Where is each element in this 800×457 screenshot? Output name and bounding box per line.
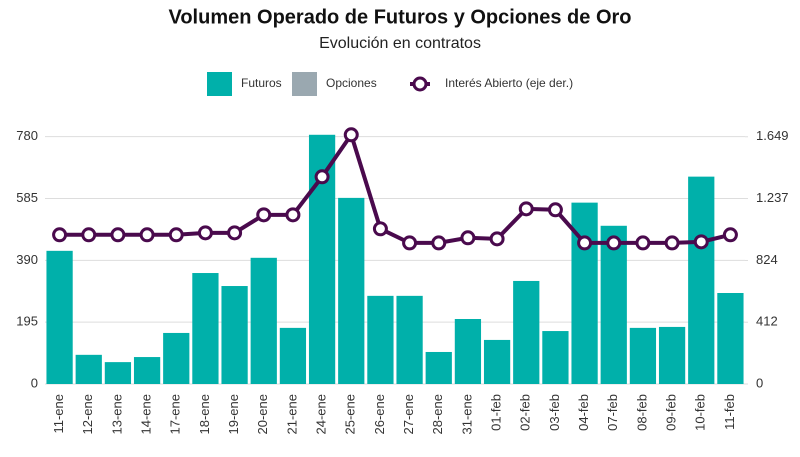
x-tick-label: 13-ene — [109, 394, 124, 434]
bar — [338, 197, 365, 384]
bar — [367, 295, 394, 384]
y2-tick-label: 1.237 — [756, 190, 789, 205]
line-marker — [518, 201, 534, 217]
legend-label: Interés Abierto (eje der.) — [445, 76, 573, 90]
legend-marker — [412, 76, 428, 92]
line-marker — [547, 202, 563, 218]
bar — [46, 250, 73, 384]
bar — [279, 327, 307, 384]
chart-title: Volumen Operado de Futuros y Opciones de… — [168, 6, 631, 28]
x-tick-label: 01-feb — [489, 394, 504, 431]
bar — [133, 357, 161, 384]
line-marker — [664, 235, 680, 251]
x-tick-label: 12-ene — [80, 394, 95, 434]
bar — [250, 257, 277, 384]
x-tick-label: 19-ene — [226, 394, 241, 434]
bar — [688, 176, 715, 384]
x-tick-label: 26-ene — [372, 394, 387, 434]
line-marker — [431, 235, 447, 251]
y-tick-label: 390 — [16, 252, 38, 267]
legend-swatch — [207, 72, 232, 96]
line-marker — [285, 207, 301, 223]
bar — [600, 225, 627, 384]
y2-tick-label: 0 — [756, 375, 763, 390]
bar — [483, 339, 511, 384]
x-tick-label: 03-feb — [547, 394, 562, 431]
bar — [717, 293, 744, 384]
y-tick-label: 195 — [16, 314, 38, 329]
legend-swatch — [292, 72, 317, 96]
line-marker — [460, 230, 476, 246]
line-marker — [227, 225, 243, 241]
bar — [75, 354, 102, 384]
line-marker — [168, 227, 184, 243]
x-tick-label: 20-ene — [255, 394, 270, 434]
line-marker — [314, 169, 330, 185]
x-tick-label: 18-ene — [197, 394, 212, 434]
x-tick-label: 10-feb — [693, 394, 708, 431]
line-marker — [606, 235, 622, 251]
line-marker — [256, 207, 272, 223]
line-marker — [372, 221, 388, 237]
legend-label: Futuros — [241, 76, 282, 90]
y2-tick-label: 824 — [756, 252, 778, 267]
bar — [104, 362, 132, 384]
x-tick-label: 17-ene — [168, 394, 183, 434]
x-tick-label: 04-feb — [576, 394, 591, 431]
bar — [163, 332, 190, 384]
y2-tick-label: 412 — [756, 314, 778, 329]
bar — [425, 351, 452, 384]
chart-subtitle: Evolución en contratos — [319, 35, 481, 52]
x-tick-label: 08-feb — [634, 394, 649, 431]
y-tick-label: 0 — [31, 375, 38, 390]
line-marker — [52, 227, 68, 243]
bar — [454, 319, 482, 384]
line-marker — [343, 127, 359, 143]
line — [59, 130, 731, 245]
line-marker — [635, 235, 651, 251]
line-marker — [722, 227, 738, 243]
bar — [192, 273, 219, 384]
bar — [221, 286, 248, 384]
line-marker — [489, 231, 505, 247]
x-tick-label: 24-ene — [314, 394, 329, 434]
line-marker — [577, 235, 593, 251]
x-tick-label: 02-feb — [518, 394, 533, 431]
line-marker — [693, 234, 709, 250]
x-tick-label: 31-ene — [459, 394, 474, 434]
bar — [542, 331, 569, 384]
x-tick-label: 11-feb — [722, 394, 737, 430]
x-tick-label: 28-ene — [430, 394, 445, 434]
bar — [396, 295, 423, 384]
bar — [629, 327, 657, 384]
line-marker — [197, 225, 213, 241]
x-tick-label: 07-feb — [605, 394, 620, 431]
line-marker — [110, 227, 126, 243]
line-marker — [81, 227, 97, 243]
legend-label: Opciones — [326, 76, 377, 90]
bar — [513, 280, 540, 384]
y2-tick-label: 1.649 — [756, 128, 789, 143]
x-tick-label: 14-ene — [139, 394, 154, 434]
bar — [658, 326, 686, 384]
x-tick-label: 21-ene — [284, 394, 299, 434]
line-marker — [139, 227, 155, 243]
x-tick-label: 27-ene — [401, 394, 416, 434]
x-tick-label: 11-ene — [51, 394, 66, 434]
y-tick-label: 585 — [16, 190, 38, 205]
line-marker — [402, 235, 418, 251]
y-tick-label: 780 — [16, 128, 38, 143]
x-tick-label: 09-feb — [664, 394, 679, 431]
x-tick-label: 25-ene — [343, 394, 358, 434]
